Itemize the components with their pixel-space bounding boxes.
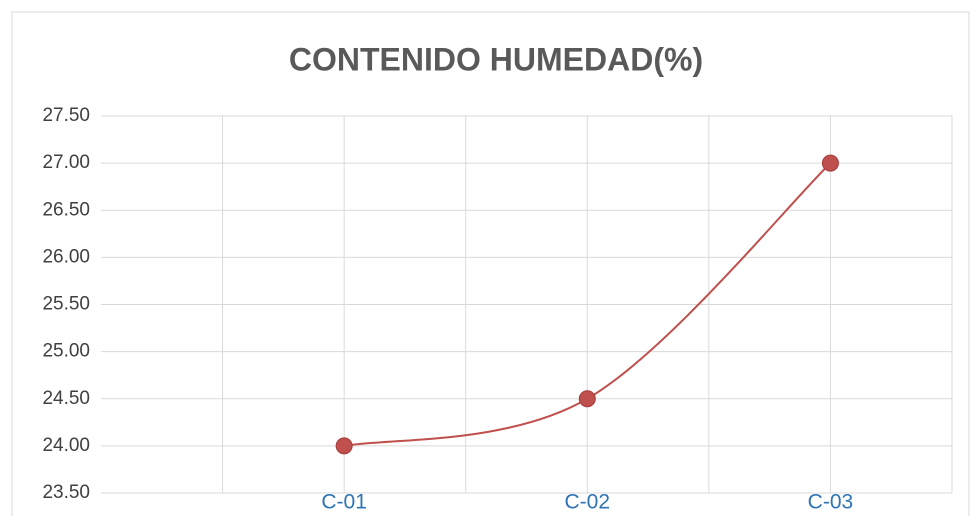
- y-tick-label: 26.00: [42, 246, 90, 267]
- y-tick-label: 27.00: [42, 152, 90, 173]
- y-tick-label: 25.50: [42, 294, 90, 315]
- chart-title: CONTENIDO HUMEDAD(%): [289, 41, 703, 77]
- x-tick-label: C-02: [565, 491, 611, 514]
- x-tick-label: C-03: [808, 491, 854, 514]
- marker: [821, 154, 839, 172]
- marker: [335, 437, 353, 455]
- y-tick-label: 24.50: [42, 388, 90, 409]
- y-tick-label: 25.00: [42, 341, 90, 362]
- y-tick-label: 24.00: [42, 435, 90, 456]
- y-tick-label: 26.50: [42, 199, 90, 220]
- marker: [578, 390, 596, 408]
- x-tick-label: C-01: [321, 491, 367, 514]
- chart-frame: [11, 11, 970, 516]
- y-tick-label: 27.50: [42, 105, 90, 126]
- y-tick-label: 23.50: [42, 482, 90, 503]
